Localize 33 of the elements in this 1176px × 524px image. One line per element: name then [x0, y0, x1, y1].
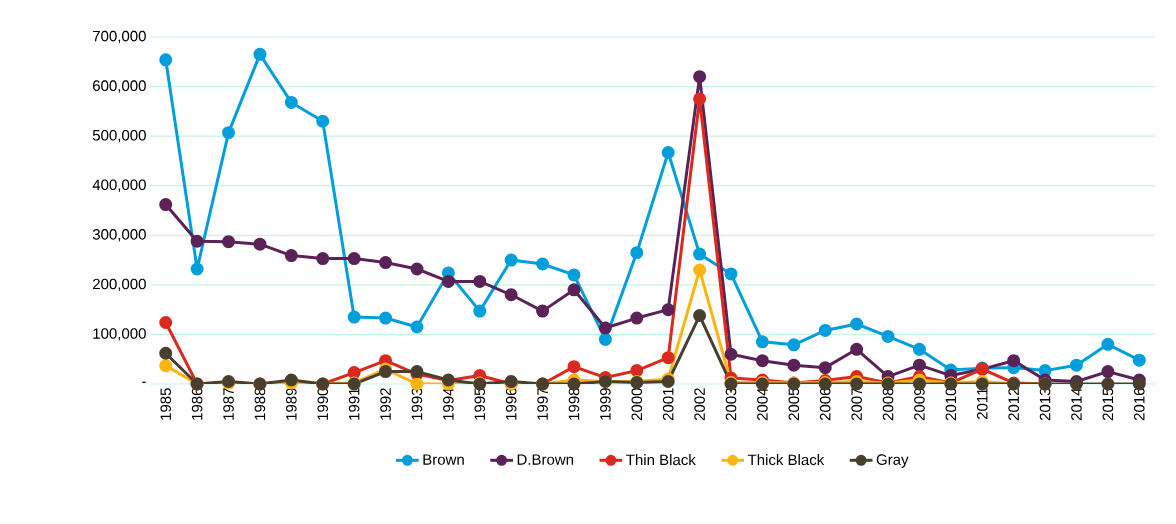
legend-label: Gray: [876, 454, 909, 468]
y-tick-label: 200,000: [93, 278, 146, 292]
legend-label: Thick Black: [747, 454, 825, 466]
y-tick-label: 700,000: [93, 30, 146, 44]
x-tick-label: 1987: [223, 388, 234, 420]
x-tick-label: 1998: [568, 388, 580, 420]
y-tick-label: 100,000: [93, 328, 146, 341]
x-tick-label: 2007: [851, 388, 862, 421]
legend-label: Brown: [423, 454, 464, 465]
x-tick-label: 2011: [976, 388, 988, 420]
y-tick-label: 400,000: [92, 179, 146, 192]
x-tick-label: 1999: [600, 388, 611, 420]
y-tick-label: -: [142, 381, 146, 383]
x-tick-label: 2003: [725, 388, 737, 421]
x-tick-label: 2008: [882, 388, 894, 421]
x-tick-label: 1993: [411, 388, 423, 420]
x-tick-label: 2012: [1008, 388, 1019, 421]
x-tick-label: 2004: [757, 387, 768, 421]
y-tick-label: 600,000: [93, 80, 146, 93]
x-tick-label: 1997: [537, 388, 548, 420]
legend-label: D.Brown: [517, 454, 574, 465]
y-tick-label: 500,000: [92, 129, 146, 143]
x-tick-label: 2000: [631, 388, 643, 421]
x-tick-label: 1985: [160, 388, 172, 420]
x-tick-label: 1992: [380, 388, 391, 420]
x-tick-label: 1991: [348, 388, 360, 420]
x-tick-label: 2001: [662, 388, 674, 421]
x-tick-label: 2006: [819, 388, 831, 421]
legend-label: Thin Black: [626, 454, 696, 466]
x-tick-label: 1986: [191, 388, 203, 420]
x-tick-label: 2002: [694, 388, 705, 421]
x-tick-label: 1989: [286, 388, 297, 420]
y-tick-label: 300,000: [92, 229, 146, 242]
